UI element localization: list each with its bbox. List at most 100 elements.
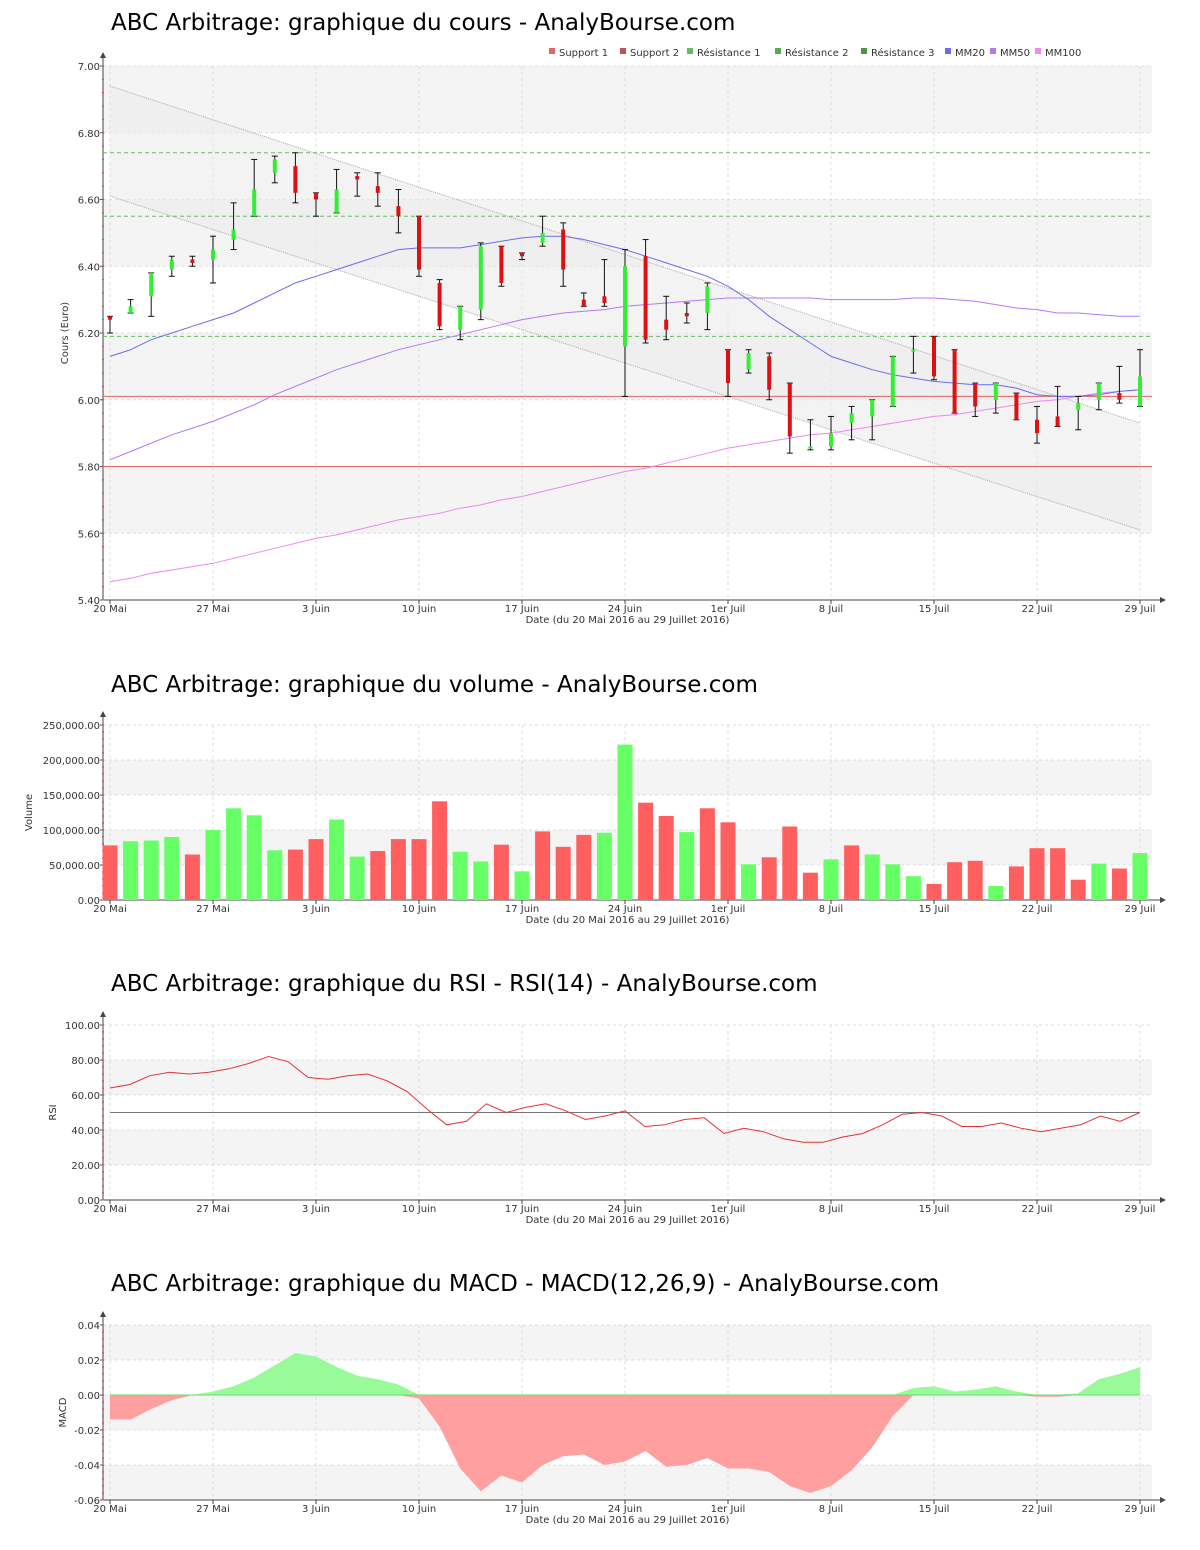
candle-body — [808, 446, 813, 449]
background-band — [103, 66, 1152, 133]
candle-body — [231, 229, 236, 240]
volume-bar — [246, 815, 262, 900]
volume-bar — [1050, 848, 1066, 900]
x-tick-label: 27 Mai — [196, 1504, 229, 1515]
volume-bar — [164, 837, 180, 900]
background-band — [103, 1465, 1152, 1500]
candle-body — [149, 272, 154, 297]
legend-swatch — [861, 48, 867, 54]
x-axis-title: Date (du 20 Mai 2016 au 29 Juillet 2016) — [526, 615, 730, 626]
x-axis-arrow — [1160, 1497, 1166, 1503]
x-tick-label: 17 Juin — [505, 904, 539, 915]
x-tick-label: 3 Juin — [302, 1504, 330, 1515]
volume-bar — [638, 802, 654, 900]
volume-bar — [205, 830, 221, 900]
volume-bar — [493, 844, 509, 900]
x-tick-label: 17 Juin — [505, 604, 539, 615]
volume-bar — [308, 839, 324, 900]
x-tick-label: 22 Juil — [1022, 604, 1053, 615]
x-tick-label: 1er Juil — [711, 904, 746, 915]
volume-bar — [226, 808, 242, 900]
volume-bar — [102, 845, 118, 900]
volume-bar — [741, 864, 757, 900]
x-tick-label: 20 Mai — [93, 1504, 126, 1515]
y-tick-label: 0.04 — [78, 1321, 100, 1332]
x-tick-label: 29 Juil — [1125, 904, 1156, 915]
y-tick-label: 0.00 — [78, 1391, 100, 1402]
x-tick-label: 3 Juin — [302, 904, 330, 915]
volume-bar — [555, 846, 571, 900]
volume-bar — [514, 871, 530, 900]
legend-swatch — [990, 48, 996, 54]
y-axis-arrow — [100, 1011, 106, 1017]
candle-body — [890, 356, 895, 407]
x-tick-label: 1er Juil — [711, 1204, 746, 1215]
y-tick-label: 7.00 — [78, 62, 100, 73]
y-axis-arrow — [100, 1311, 106, 1317]
x-tick-label: 10 Juin — [402, 904, 436, 915]
candle-body — [293, 166, 298, 193]
x-tick-label: 29 Juil — [1125, 604, 1156, 615]
candle-body — [499, 246, 504, 283]
legend-label: MM20 — [955, 48, 985, 59]
x-tick-label: 8 Juil — [819, 904, 843, 915]
candle-body — [993, 383, 998, 400]
candle-body — [458, 306, 463, 330]
x-tick-label: 17 Juin — [505, 1204, 539, 1215]
volume-bar — [782, 826, 798, 900]
volume-bar — [143, 840, 159, 900]
legend-swatch — [687, 48, 693, 54]
candle-body — [726, 349, 730, 384]
candle-body — [952, 349, 957, 414]
legend-swatch — [945, 48, 951, 54]
y-tick-label: 0.00 — [78, 1196, 100, 1207]
y-tick-label: 60.00 — [71, 1091, 100, 1102]
volume-bar — [617, 744, 633, 900]
y-axis-title: Volume — [24, 794, 35, 831]
candle-body — [705, 286, 710, 313]
candle-body — [169, 259, 174, 270]
x-tick-label: 8 Juil — [819, 1504, 843, 1515]
legend-label: MM100 — [1045, 48, 1081, 59]
candle-body — [478, 246, 483, 310]
candle-body — [314, 192, 318, 200]
y-tick-label: -0.04 — [74, 1461, 100, 1472]
candle-body — [829, 433, 833, 447]
y-tick-label: 100,000.00 — [43, 826, 100, 837]
volume-bar — [761, 857, 777, 900]
candle-body — [870, 399, 875, 417]
candle-body — [1055, 416, 1060, 427]
x-axis-arrow — [1160, 897, 1166, 903]
candle-body — [520, 252, 524, 257]
y-tick-label: 20.00 — [71, 1161, 100, 1172]
candle-body — [932, 336, 936, 377]
x-axis-title: Date (du 20 Mai 2016 au 29 Juillet 2016) — [526, 1215, 730, 1226]
background-band — [103, 1130, 1152, 1165]
legend-swatch — [549, 48, 555, 54]
legend-label: Résistance 2 — [785, 47, 848, 59]
volume-bar — [1029, 848, 1045, 900]
price-chart-title: ABC Arbitrage: graphique du cours - Anal… — [111, 10, 736, 36]
y-tick-label: 40.00 — [71, 1126, 100, 1137]
x-axis-title: Date (du 20 Mai 2016 au 29 Juillet 2016) — [526, 915, 730, 926]
volume-bar — [452, 851, 468, 900]
candle-body — [190, 259, 195, 263]
x-tick-label: 24 Juin — [608, 1504, 642, 1515]
volume-bar — [184, 854, 200, 900]
volume-bar — [1008, 866, 1024, 900]
x-tick-label: 24 Juin — [608, 1204, 642, 1215]
volume-bar — [596, 832, 612, 900]
background-band — [103, 466, 1152, 534]
candle-body — [334, 189, 339, 213]
volume-bar — [432, 801, 448, 900]
y-tick-label: 6.60 — [78, 196, 100, 207]
candle-body — [417, 216, 421, 270]
y-tick-label: 5.40 — [78, 596, 100, 607]
x-tick-label: 29 Juil — [1125, 1504, 1156, 1515]
legend-swatch — [620, 48, 626, 54]
volume-bar — [1111, 868, 1127, 900]
volume-bar — [988, 886, 1004, 900]
x-tick-label: 3 Juin — [302, 1204, 330, 1215]
y-tick-label: 5.80 — [78, 463, 100, 474]
candle-body — [643, 256, 648, 340]
